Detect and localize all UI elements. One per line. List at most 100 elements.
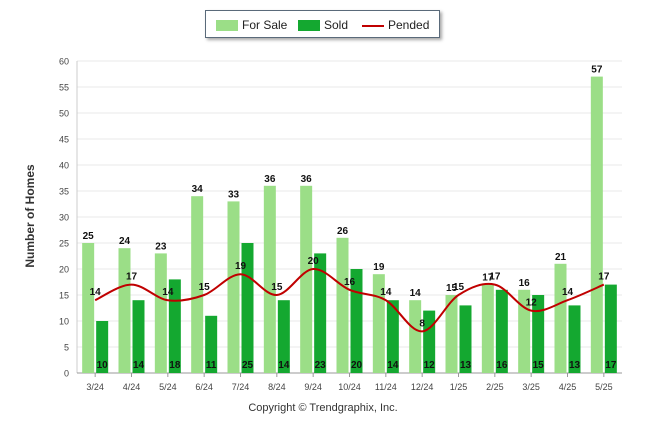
data-label-pended: 12 (526, 298, 538, 309)
legend-item-sold[interactable]: Sold (298, 17, 348, 33)
x-tick-label: 7/24 (232, 382, 250, 392)
data-label-sold: 16 (496, 360, 508, 371)
bar-sold (205, 315, 218, 373)
data-label-pended: 16 (344, 277, 356, 288)
data-label-for-sale: 23 (155, 241, 167, 252)
y-tick-label: 20 (59, 265, 69, 275)
bar-sold (604, 284, 617, 373)
data-label-sold: 17 (605, 360, 617, 371)
data-label-sold: 14 (133, 360, 145, 371)
data-label-sold: 23 (315, 360, 327, 371)
y-tick-label: 30 (59, 213, 69, 223)
bar-sold (495, 289, 508, 373)
x-tick-label: 5/24 (159, 382, 177, 392)
x-tick-label: 4/25 (559, 382, 577, 392)
legend-item-for-sale[interactable]: For Sale (216, 17, 287, 33)
data-label-pended: 17 (598, 272, 610, 283)
y-tick-label: 60 (59, 57, 69, 67)
data-label-sold: 20 (351, 360, 363, 371)
x-tick-label: 6/24 (195, 382, 213, 392)
x-tick-label: 1/25 (450, 382, 468, 392)
bar-for-sale (227, 201, 240, 373)
data-label-for-sale: 19 (373, 262, 385, 273)
y-tick-label: 55 (59, 83, 69, 93)
data-label-pended: 17 (489, 272, 501, 283)
bar-for-sale (154, 253, 167, 373)
data-label-for-sale: 17 (482, 273, 494, 284)
bar-sold (459, 305, 472, 373)
y-tick-label: 0 (64, 369, 69, 379)
legend-label-for-sale: For Sale (242, 18, 288, 32)
bar-sold (314, 253, 327, 373)
data-label-sold: 12 (424, 360, 436, 371)
data-label-for-sale: 15 (446, 283, 458, 294)
data-label-pended: 19 (235, 261, 247, 272)
data-label-sold: 25 (242, 360, 254, 371)
bar-sold (532, 295, 545, 373)
data-label-pended: 14 (562, 287, 574, 298)
legend-label-sold: Sold (324, 18, 349, 32)
x-tick-label: 8/24 (268, 382, 286, 392)
copyright-footer: Copyright © Trendgraphix, Inc. (248, 402, 398, 414)
data-label-for-sale: 24 (119, 236, 131, 247)
legend-item-pended[interactable]: Pended (362, 17, 429, 33)
x-tick-label: 5/25 (595, 382, 613, 392)
bar-for-sale (300, 185, 313, 373)
data-label-for-sale: 57 (591, 65, 603, 76)
bar-sold (132, 300, 145, 373)
data-label-pended: 20 (308, 256, 320, 267)
data-label-pended: 15 (199, 282, 211, 293)
pended-line (94, 267, 605, 333)
bar-for-sale (409, 300, 422, 373)
data-label-for-sale: 25 (83, 231, 95, 242)
data-label-for-sale: 34 (192, 184, 204, 195)
data-label-pended: 15 (453, 282, 465, 293)
data-label-for-sale: 16 (519, 278, 531, 289)
data-label-for-sale: 33 (228, 189, 240, 200)
data-label-for-sale: 36 (301, 174, 313, 185)
y-tick-label: 35 (59, 187, 69, 197)
data-label-for-sale: 14 (410, 288, 422, 299)
data-label-pended: 8 (419, 318, 425, 329)
data-label-sold: 15 (533, 360, 545, 371)
data-label-for-sale: 36 (264, 174, 276, 185)
bar-sold (386, 300, 399, 373)
y-tick-label: 25 (59, 239, 69, 249)
x-tick-label: 12/24 (411, 382, 434, 392)
y-tick-label: 40 (59, 161, 69, 171)
data-label-for-sale: 21 (555, 252, 567, 263)
x-tick-label: 9/24 (304, 382, 322, 392)
y-tick-label: 15 (59, 291, 69, 301)
bar-for-sale (554, 263, 567, 373)
data-label-sold: 14 (278, 360, 290, 371)
y-tick-label: 50 (59, 109, 69, 119)
data-label-pended: 14 (90, 287, 102, 298)
data-label-pended: 14 (162, 287, 174, 298)
bar-for-sale (590, 76, 603, 373)
bar-for-sale (518, 289, 531, 373)
data-label-sold: 14 (387, 360, 399, 371)
bar-for-sale (481, 284, 494, 373)
legend-label-pended: Pended (388, 18, 430, 32)
pended-swatch (362, 24, 384, 27)
x-tick-label: 11/24 (375, 382, 397, 392)
x-tick-label: 3/25 (522, 382, 540, 392)
x-tick-label: 3/24 (86, 382, 104, 392)
data-label-sold: 10 (97, 360, 109, 371)
x-tick-label: 10/24 (338, 382, 361, 392)
bar-for-sale (336, 237, 349, 373)
x-tick-label: 4/24 (123, 382, 141, 392)
bar-sold (96, 321, 109, 373)
bar-for-sale (82, 243, 95, 373)
for-sale-swatch (216, 20, 238, 32)
bar-sold (168, 279, 181, 373)
sold-swatch (298, 20, 320, 32)
y-tick-label: 45 (59, 135, 69, 145)
x-tick-label: 2/25 (486, 382, 504, 392)
data-label-pended: 17 (126, 272, 138, 283)
data-label-sold: 13 (460, 360, 472, 371)
bar-sold (277, 300, 290, 373)
data-label-for-sale: 26 (337, 226, 349, 237)
bar-for-sale (445, 295, 458, 373)
